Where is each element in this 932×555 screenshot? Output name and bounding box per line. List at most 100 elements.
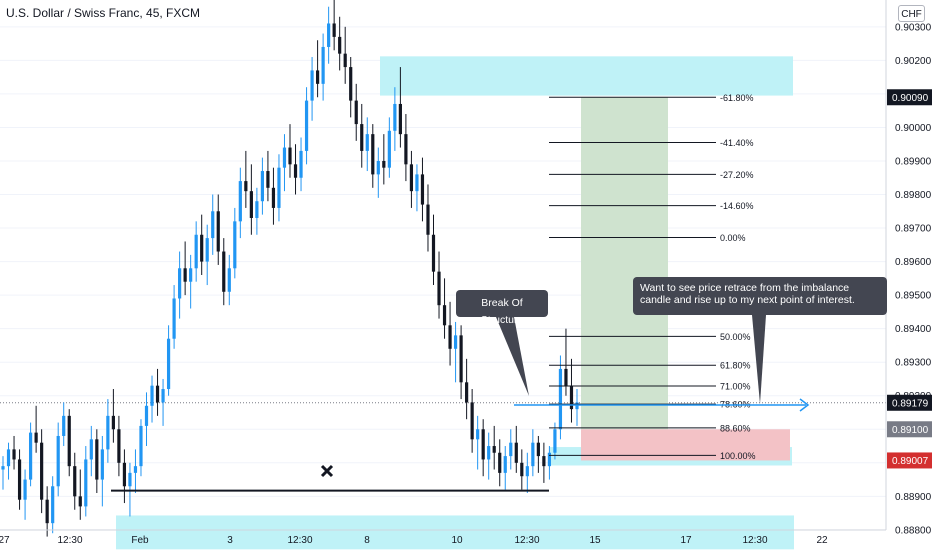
candle-body <box>12 449 16 460</box>
fib-level-label: -27.20% <box>720 170 754 180</box>
candle-body <box>144 405 149 426</box>
price-badge-text: 0.89007 <box>892 456 929 467</box>
price-badge <box>887 89 932 106</box>
break-x-marker <box>320 464 334 478</box>
x-tick-label: 15 <box>589 535 601 546</box>
candle-body <box>139 425 143 467</box>
candle-body <box>332 23 336 37</box>
candle-body <box>321 46 325 84</box>
candle-body <box>100 449 104 480</box>
candle-body <box>73 466 77 497</box>
x-tick-label: 27 <box>0 535 10 546</box>
candle-body <box>288 147 292 165</box>
price-badge-text: 0.89179 <box>892 398 929 409</box>
fib-level-label: 61.80% <box>720 361 751 371</box>
candle-body <box>387 130 391 168</box>
candle-body <box>266 171 270 188</box>
candle-body <box>299 150 303 178</box>
candle-body <box>62 415 66 436</box>
candle-body <box>404 134 408 165</box>
break-of-structure-callout[interactable]: Break Of Structure <box>456 290 548 326</box>
x-tick-label: 12:30 <box>514 535 539 546</box>
candle-body <box>183 268 187 282</box>
x-tick-label: 12:30 <box>57 535 82 546</box>
price-badge-text: 0.90090 <box>892 93 929 104</box>
candle-body <box>117 429 121 463</box>
position-layer <box>581 97 790 461</box>
x-tick-label: 3 <box>227 535 233 546</box>
candle-body <box>349 67 353 101</box>
candle-body <box>45 499 49 524</box>
price-badge <box>887 421 932 438</box>
y-tick-label: 0.88800 <box>895 525 932 536</box>
candle-body <box>271 187 276 208</box>
y-tick-label: 0.89800 <box>895 190 932 201</box>
candle-body <box>327 23 331 47</box>
candle-body <box>315 70 320 84</box>
candle-body <box>542 456 546 467</box>
candle-body <box>211 211 215 239</box>
candle-body <box>481 429 485 460</box>
y-tick-label: 0.90300 <box>895 22 932 33</box>
candle-body <box>360 124 364 151</box>
price-badge <box>887 394 932 411</box>
candle-body <box>525 466 529 477</box>
candle-body <box>23 479 27 500</box>
candle-body <box>277 167 281 208</box>
candles-layer <box>1 0 579 537</box>
retracement-note-callout[interactable]: Want to see price retrace from the imbal… <box>633 277 887 315</box>
x-tick-label: 12:30 <box>742 535 767 546</box>
entry-arrow-head <box>799 398 810 412</box>
candle-body <box>569 385 574 410</box>
candle-body <box>459 335 463 383</box>
candle-body <box>437 271 441 306</box>
symbol-title: U.S. Dollar / Swiss Franc, 45, FXCM <box>6 6 201 20</box>
candle-body <box>205 238 209 262</box>
candle-body <box>509 442 513 457</box>
fib-level-label: 88.60% <box>720 423 751 433</box>
candle-body <box>95 439 99 480</box>
candle-body <box>150 385 154 406</box>
candle-body <box>255 201 259 218</box>
candle-body <box>200 234 204 262</box>
candle-body <box>111 415 115 430</box>
candle-body <box>172 298 176 339</box>
candle-body <box>238 181 242 222</box>
candle-body <box>67 415 71 467</box>
candle-body <box>553 429 557 453</box>
candle-body <box>448 325 452 349</box>
candle-body <box>155 385 160 403</box>
fib-level-label: -41.40% <box>720 138 754 148</box>
candle-body <box>78 496 82 507</box>
y-tick-label: 0.89900 <box>895 156 932 167</box>
candle-body <box>371 134 375 175</box>
candle-body <box>293 164 298 178</box>
y-tick-label: 0.89700 <box>895 224 932 235</box>
candle-body <box>282 147 287 168</box>
y-tick-label: 0.89600 <box>895 257 932 268</box>
candle-body <box>498 452 502 473</box>
candle-body <box>161 389 165 403</box>
candle-body <box>6 449 11 467</box>
y-tick-label: 0.88900 <box>895 492 932 503</box>
candle-body <box>17 459 22 500</box>
candle-body <box>476 429 480 440</box>
candle-body <box>487 446 491 460</box>
x-tick-label: 8 <box>364 535 370 546</box>
candle-body <box>51 486 55 524</box>
candle-body <box>249 191 253 218</box>
candle-body <box>465 382 469 403</box>
price-badge <box>887 452 932 469</box>
x-tick-label: 17 <box>680 535 692 546</box>
candle-body <box>575 402 579 410</box>
y-tick-label: 0.89500 <box>895 291 932 302</box>
x-tick-label: 22 <box>816 535 828 546</box>
currency-button[interactable]: CHF <box>898 5 925 22</box>
x-tick-label: 12:30 <box>287 535 312 546</box>
candle-body <box>354 100 358 125</box>
candle-body <box>222 251 226 292</box>
candle-body <box>409 164 414 192</box>
